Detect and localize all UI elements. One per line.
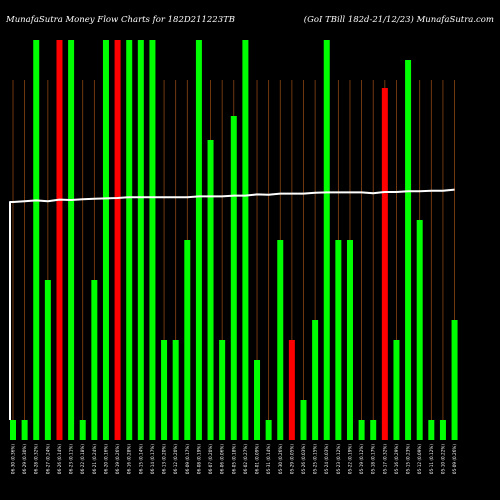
bar [10,420,16,440]
money-flow-line [9,188,455,420]
bar [172,340,179,440]
x-tick-label: 05-12 (0.09%) [417,444,422,474]
x-tick-label: 05-11 (0.12%) [429,444,434,474]
bar [358,420,365,440]
bars [10,40,458,440]
money-flow-line-group [9,188,455,420]
x-tick-label: 06-29 (0.30%) [22,444,27,474]
x-tick-label: 06-01 (0.09%) [255,444,260,474]
chart-title-left: MunafaSutra Money Flow Charts for 182D21… [5,15,235,25]
x-tick-label: 05-23 (0.12%) [336,444,341,474]
x-tick-label: 05-26 (0.03%) [301,444,306,474]
bar [102,40,109,440]
bar [195,40,202,440]
x-tick-label: 05-25 (0.15%) [313,444,318,474]
x-tick-label: 06-19 (0.26%) [115,444,120,474]
x-tick-label: 05-18 (0.17%) [371,444,376,474]
x-tick-label: 05-19 (0.12%) [359,444,364,474]
x-tick-label: 05-22 (0.19%) [347,444,352,474]
x-tick-label: 06-23 (0.11%) [69,444,74,474]
x-tick-label: 06-05 (0.18%) [231,444,236,474]
x-tick-label: 05-31 (0.14%) [266,444,271,474]
bar [439,420,446,440]
x-tick-label: 06-21 (0.24%) [92,444,97,474]
bar [393,340,400,440]
bar [230,116,237,440]
x-tick-label: 06-08 (0.19%) [196,444,201,474]
bar [288,340,295,440]
x-tick-label: 05-29 (0.05%) [289,444,294,474]
x-tick-label: 06-06 (0.06%) [220,444,225,474]
x-tick-label: 06-13 (0.20%) [162,444,167,474]
x-tick-label: 06-15 (0.14%) [138,444,143,474]
x-tick-label: 06-26 (0.14%) [57,444,62,474]
bar [335,240,342,440]
bar [161,340,168,440]
x-tick-label: 06-02 (0.27%) [243,444,248,474]
x-tick-label: 06-22 (0.18%) [80,444,85,474]
bar [277,240,284,440]
bar [91,280,98,440]
bar [149,40,156,440]
x-tick-label: 05-09 (0.26%) [452,444,457,474]
x-tick-label: 05-24 (0.03%) [324,444,329,474]
bar [68,40,75,440]
x-tick-label: 06-28 (0.32%) [34,444,39,474]
x-tick-label: 06-30 (0.36%) [11,444,16,474]
x-tick-label: 05-10 (0.22%) [440,444,445,474]
x-tick-label: 05-17 (0.32%) [382,444,387,474]
x-tick-label: 06-20 (0.16%) [103,444,108,474]
bar [416,220,423,440]
x-tick-label: 06-14 (0.17%) [150,444,155,474]
x-tick-labels: 06-30 (0.36%) 06-29 (0.30%) 06-28 (0.32%) 0… [11,444,458,474]
bar [21,420,28,440]
x-tick-label: 05-30 (0.26%) [278,444,283,474]
x-tick-label: 05-15 (0.23%) [406,444,411,474]
bar [207,140,214,440]
bar [312,320,319,440]
x-tick-label: 06-27 (0.24%) [45,444,50,474]
bar [242,40,249,440]
bar [219,340,226,440]
bar [79,420,86,440]
bar [126,40,133,440]
bar [381,88,388,440]
bar [114,40,121,440]
x-tick-label: 06-09 (0.17%) [185,444,190,474]
x-tick-label: 06-07 (0.20%) [208,444,213,474]
bar [44,280,51,440]
bar [184,240,191,440]
bar [300,400,307,440]
x-tick-label: 06-16 (0.28%) [127,444,132,474]
bar [428,420,435,440]
bar [56,40,63,440]
bar [254,360,261,440]
bar [265,420,272,440]
bar [405,60,412,440]
bar [33,40,40,440]
x-tick-label: 06-12 (0.20%) [173,444,178,474]
bar [370,420,377,440]
bar [323,40,330,440]
bar [346,240,353,440]
bar [137,40,144,440]
chart-title-right: (GoI TBill 182d-21/12/23) MunafaSutra.co… [304,14,494,25]
bar [451,320,458,440]
x-tick-label: 05-16 (0.29%) [394,444,399,474]
